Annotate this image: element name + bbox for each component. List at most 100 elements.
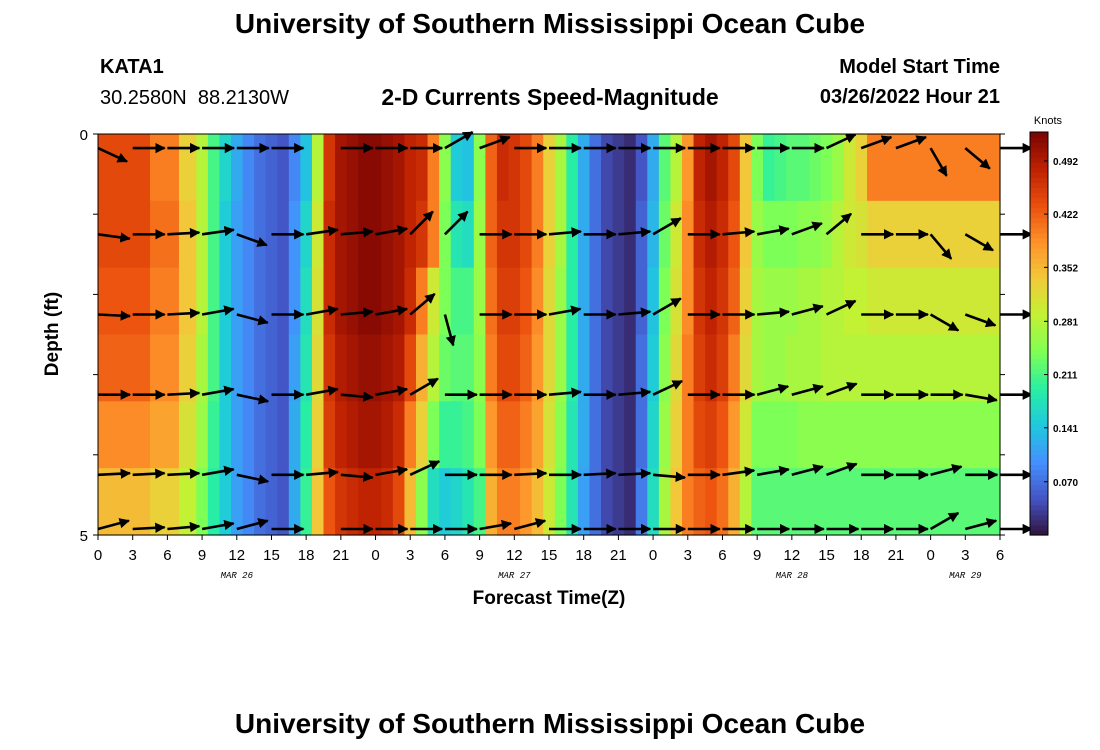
heat-cell [589,134,602,202]
heat-cell [624,334,637,402]
colorbar-segment [1030,338,1048,345]
heat-cell [693,468,706,536]
heat-cell [716,334,729,402]
heat-cell [358,334,371,402]
heat-cell [369,468,382,536]
current-arrow [929,233,953,260]
current-arrow [930,463,963,477]
colorbar-segment [1030,187,1048,194]
heat-cell [681,267,695,336]
heat-cell [693,134,706,202]
colorbar-segment [1030,358,1048,365]
heat-cell [520,134,533,202]
heat-cell [115,334,151,402]
heat-cell [381,401,394,469]
heat-cell [323,200,336,269]
heat-cell [196,468,209,536]
colorbar-segment [1030,202,1048,209]
current-arrow [375,305,409,316]
colorbar-segment [1030,363,1048,370]
heat-cell [751,401,764,469]
heat-cell [855,267,868,336]
colorbar-unit: Knots [1034,115,1063,127]
heat-cell [496,267,510,336]
footer-title: University of Southern Mississippi Ocean… [234,708,866,739]
heat-cell [277,334,290,402]
heat-cell [531,401,544,469]
heat-cell [311,134,325,202]
heat-cell [404,267,417,336]
current-arrow [375,465,409,477]
colorbar-segment [1030,489,1048,496]
heat-cell [728,267,741,336]
colorbar-segment [1030,268,1048,274]
heat-cell [797,468,810,536]
heat-cell [601,401,614,469]
day-label: MAR 27 [498,571,531,581]
current-arrow [964,518,998,531]
heat-cell [809,334,822,402]
x-tick-label: 18 [298,547,315,564]
heat-cell [762,401,776,469]
heat-cell [323,334,336,402]
heat-cell [288,134,301,202]
current-vectors [97,130,1034,535]
heat-cell [601,334,614,402]
colorbar-segment [1030,398,1048,405]
colorbar-segment [1030,469,1048,476]
heat-cell [98,267,116,336]
heat-cell [843,200,857,269]
heat-cell [589,468,602,536]
heat-cell [774,334,787,402]
heat-cell [427,267,440,336]
heat-cell [219,200,232,269]
heat-cell [450,134,463,202]
colorbar: 0.492 0.422 0.352 0.281 0.211 0.141 0.070 [1029,131,1078,536]
heat-cell [566,334,579,402]
colorbar-segment [1030,419,1048,425]
current-arrow [236,313,269,326]
heat-cell [335,334,348,402]
colorbar-segment [1030,524,1048,531]
heat-cell [820,134,833,202]
colorbar-segment [1030,318,1048,325]
heat-cell [346,401,359,469]
current-arrow [964,147,991,170]
heat-cell [450,200,463,269]
heat-cell [693,334,706,402]
heat-cell [705,134,718,202]
current-arrow [929,511,960,531]
current-arrow [443,210,469,236]
heat-cell [242,200,255,269]
heat-cell [809,267,822,336]
colorbar-tick-label: 0.070 [1053,478,1078,489]
heat-cell [439,401,452,469]
heat-cell [809,401,822,469]
colorbar-segment [1030,353,1048,360]
colorbar-segment [1030,162,1048,168]
colorbar-segment [1030,303,1048,309]
heat-cell [809,134,822,202]
heat-cell [601,267,614,336]
heat-cell [508,134,521,202]
page-title: University of Southern Mississippi Ocean… [234,8,866,39]
current-arrow [756,383,790,396]
heat-cell [178,134,197,202]
x-tick-label: 0 [94,547,102,564]
heat-cell [670,334,683,402]
x-tick-label: 21 [610,547,627,564]
colorbar-segment [1030,137,1048,143]
heat-cell [786,401,799,469]
x-tick-label: 12 [784,547,801,564]
colorbar-segment [1030,454,1048,461]
x-tick-label: 15 [818,547,835,564]
x-tick-label: 9 [753,547,761,564]
heat-cell [566,267,579,336]
y-tick-label: 5 [80,528,88,545]
plot-title: 2-D Currents Speed-Magnitude [381,84,719,110]
current-arrow [201,465,235,477]
heat-cell [150,134,180,202]
current-arrow [167,468,201,479]
heat-cell [855,468,868,536]
heat-cell [843,468,857,536]
